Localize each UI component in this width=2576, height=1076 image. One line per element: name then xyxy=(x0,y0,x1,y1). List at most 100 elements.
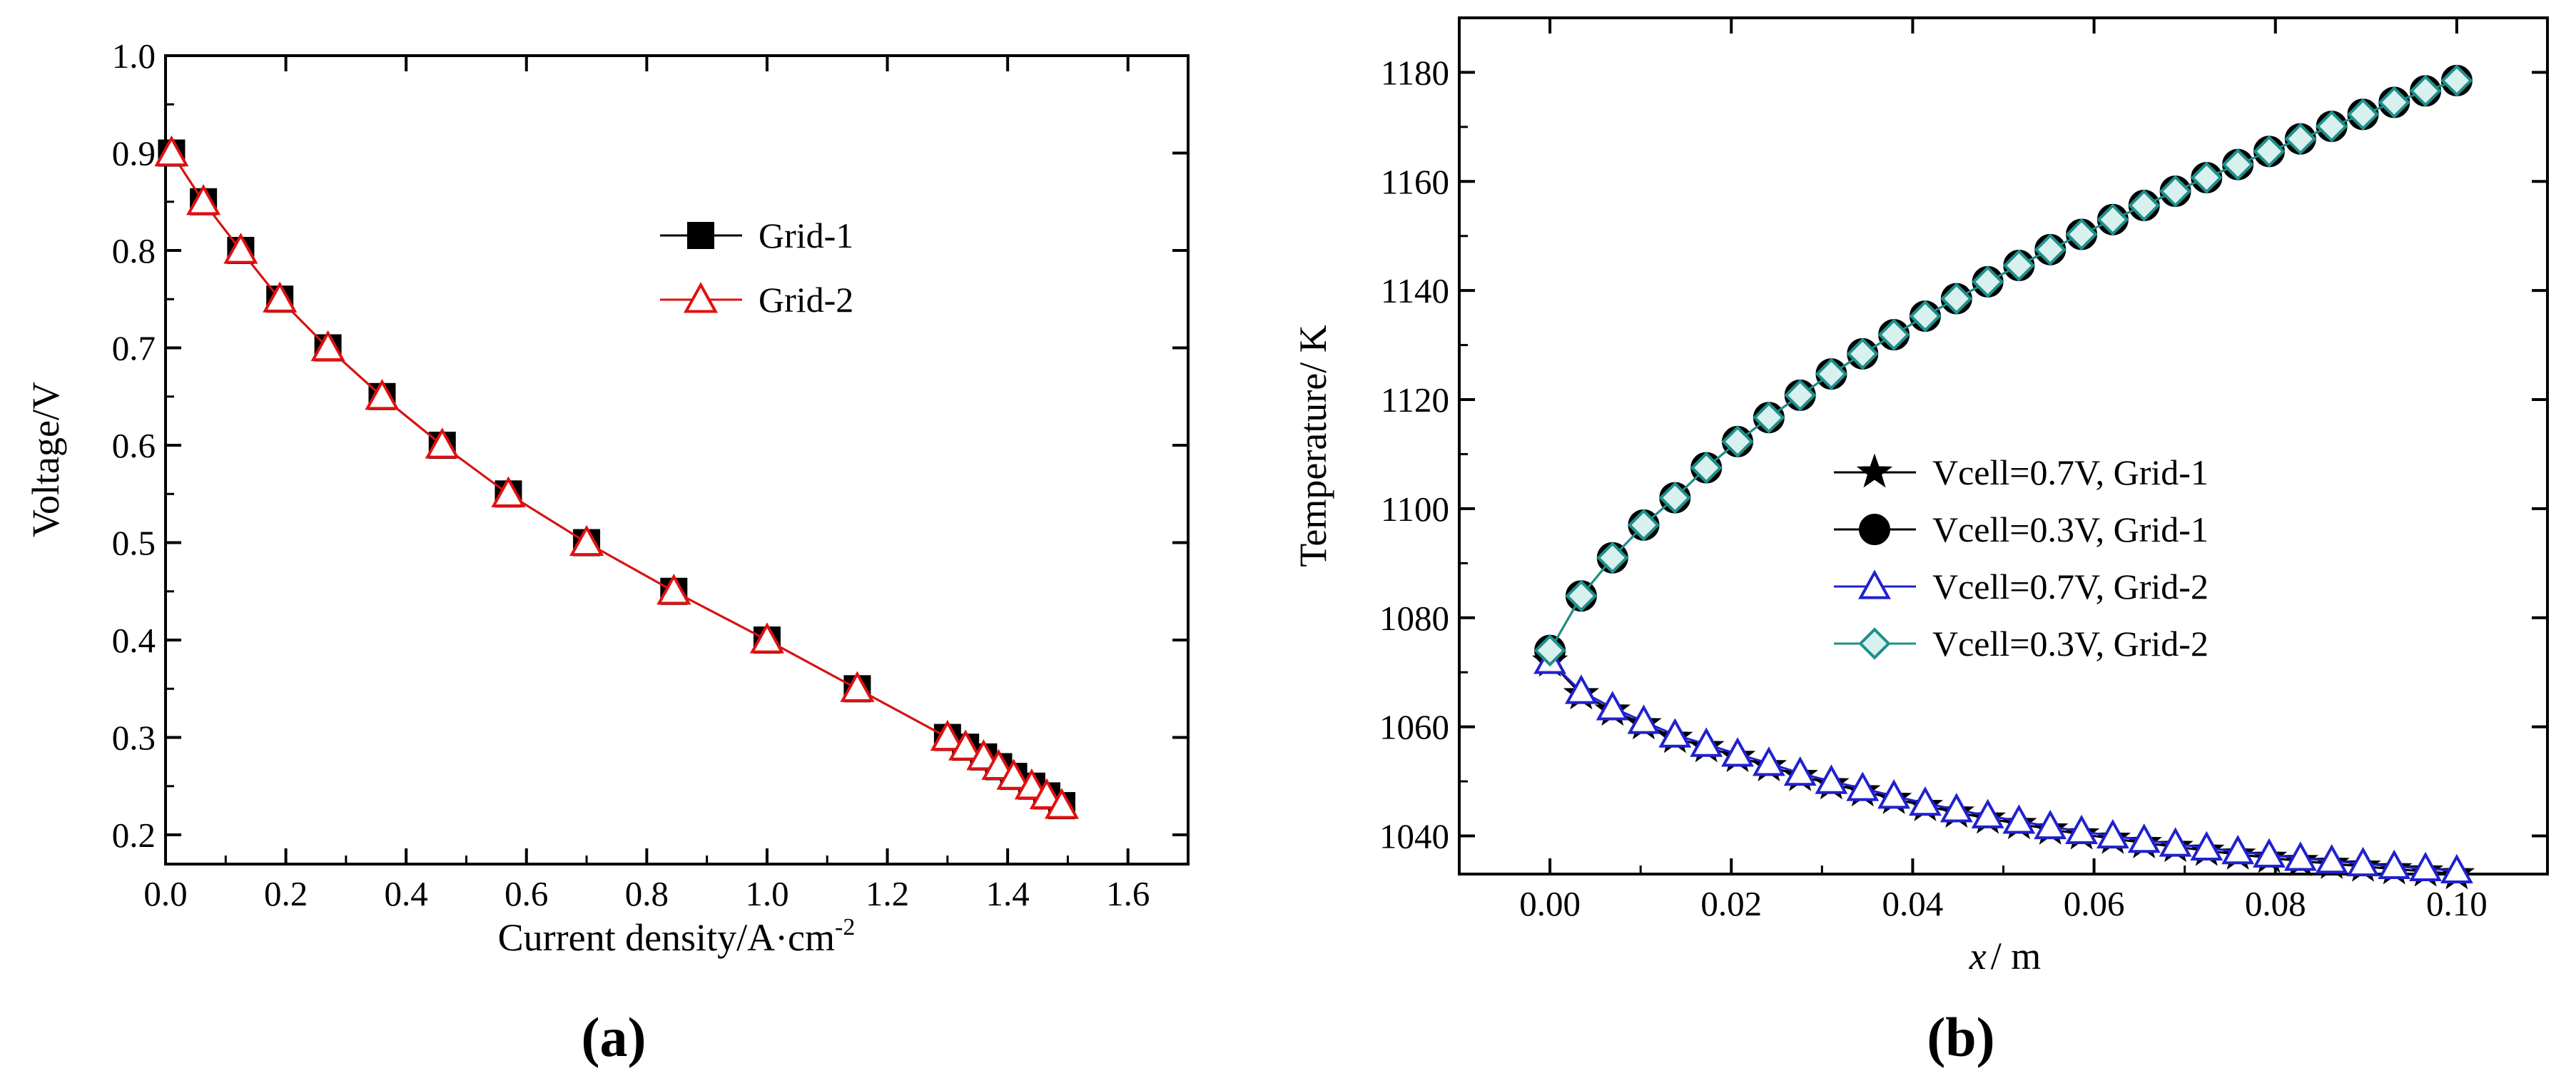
a-y-tick-label: 0.5 xyxy=(112,524,156,563)
b-data-point xyxy=(1815,357,1848,390)
chart-voltage-vs-current: 0.0 0.2 0.4 0.6 0.8 1.0 1.2 1.4 1.6 0.2 0.3 0.4 0.5… xyxy=(24,36,1190,959)
y-tick-labels-a: 0.2 0.3 0.4 0.5 0.6 0.7 0.8 0.9 1.0 xyxy=(112,36,156,855)
b-y-tick-label: 1120 xyxy=(1381,380,1449,420)
a-data-point xyxy=(930,719,965,751)
plot-frame-b xyxy=(1458,16,2549,875)
series-layer-a xyxy=(154,135,1080,820)
b-data-point xyxy=(1877,318,1910,351)
b-data-point xyxy=(1565,579,1598,612)
b-data-point xyxy=(1971,798,2004,828)
b-data-point xyxy=(2315,843,2348,874)
b-data-point xyxy=(1909,786,1942,816)
a-y-tick-label: 1.0 xyxy=(112,36,156,76)
b-y-tick-label: 1080 xyxy=(1379,599,1449,638)
x-axis-label-b: x / m xyxy=(1969,935,2041,978)
b-series-line xyxy=(1549,660,2458,872)
b-data-point xyxy=(1658,481,1691,514)
a-data-point xyxy=(223,233,258,264)
b-data-point xyxy=(1596,691,1629,721)
b-data-point xyxy=(1658,718,1692,748)
b-data-point xyxy=(1690,451,1723,484)
a-x-tick-label: 0.6 xyxy=(504,874,548,913)
b-data-point xyxy=(1627,704,1660,734)
b-data-point xyxy=(1846,771,1880,801)
b-y-tick-label: 1180 xyxy=(1381,53,1449,92)
b-data-point xyxy=(2409,851,2443,881)
a-data-point xyxy=(656,573,691,605)
a-data-point xyxy=(981,748,1016,781)
a-y-tick-label: 0.7 xyxy=(112,329,156,368)
b-data-point xyxy=(1533,634,1566,667)
b-data-point xyxy=(2002,804,2036,834)
a-x-tick-label: 1.0 xyxy=(745,874,788,913)
a-data-point xyxy=(948,729,983,761)
b-data-point xyxy=(1939,793,1973,823)
a-data-point xyxy=(1014,768,1049,800)
b-x-tick-label: 0.02 xyxy=(1700,884,1762,923)
a-y-tick-label: 0.4 xyxy=(112,621,156,660)
b-data-point xyxy=(2065,814,2098,845)
a-data-point xyxy=(263,281,298,313)
a-series-line xyxy=(171,152,1063,807)
b-data-point xyxy=(2253,135,2286,168)
b-data-point xyxy=(2440,64,2473,97)
b-data-point xyxy=(1627,509,1660,542)
b-data-point xyxy=(1940,283,1973,315)
b-data-point xyxy=(2221,834,2255,865)
a-data-point xyxy=(1044,788,1080,819)
b-y-tick-label: 1060 xyxy=(1379,708,1449,747)
series-layer-b xyxy=(1531,64,2475,890)
panel-label-b: (b) xyxy=(1927,1006,1994,1068)
a-data-point xyxy=(154,135,189,167)
b-data-point xyxy=(1909,300,1942,333)
a-x-tick-label: 0.2 xyxy=(264,874,308,913)
a-x-tick-label: 1.4 xyxy=(985,874,1029,913)
b-series-4 xyxy=(1533,64,2473,667)
b-data-point xyxy=(1564,674,1598,704)
b-data-point xyxy=(1690,727,1723,757)
b-data-point xyxy=(2283,841,2317,871)
a-y-tick-label: 0.3 xyxy=(112,719,156,758)
legend-b: Vcell=0.7V, Grid-1 Vcell=0.3V, Grid-1 Vcel… xyxy=(1834,452,2209,664)
b-data-point xyxy=(2378,86,2410,119)
a-y-tick-label: 0.9 xyxy=(112,134,156,173)
b-legend-label: Vcell=0.7V, Grid-2 xyxy=(1932,567,2209,606)
legend-a: Grid-1 Grid-2 xyxy=(660,215,853,320)
b-data-point xyxy=(2316,110,2348,143)
b-data-point xyxy=(1815,764,1848,794)
b-data-point xyxy=(2065,218,2098,251)
a-series-1 xyxy=(158,139,1075,820)
a-data-point xyxy=(310,330,345,362)
b-data-point xyxy=(2346,846,2380,877)
b-data-point xyxy=(1721,737,1754,767)
a-legend-marker xyxy=(687,222,714,249)
b-x-tick-label: 0.10 xyxy=(2426,884,2488,923)
y-axis-label-a: Voltage/V xyxy=(24,382,67,537)
b-data-point xyxy=(1753,401,1785,434)
b-data-point xyxy=(2159,827,2192,857)
a-data-point xyxy=(749,622,785,654)
b-series-line xyxy=(1548,79,2458,651)
b-data-point xyxy=(1972,265,2004,298)
a-x-tick-label: 1.6 xyxy=(1106,874,1150,913)
b-data-point xyxy=(1752,746,1785,776)
b-legend-label: Vcell=0.7V, Grid-1 xyxy=(1932,452,2209,492)
b-data-point xyxy=(2190,831,2223,861)
b-data-point xyxy=(1721,425,1754,458)
b-data-point xyxy=(2002,249,2035,282)
a-x-tick-label: 0.4 xyxy=(385,874,428,913)
b-y-tick-label: 1140 xyxy=(1381,271,1449,310)
a-series-2 xyxy=(154,135,1080,819)
b-data-point xyxy=(2096,203,2129,236)
x-tick-labels-a: 0.0 0.2 0.4 0.6 0.8 1.0 1.2 1.4 1.6 xyxy=(143,874,1150,913)
chart-temperature-vs-x: 0.00 0.02 0.04 0.06 0.08 0.10 1040 1060 1080 110… xyxy=(1292,16,2549,978)
y-tick-labels-b: 1040 1060 1080 1100 1120 1140 1160 1180 xyxy=(1379,53,1449,856)
b-data-point xyxy=(2159,175,2192,208)
b-data-point xyxy=(2034,809,2067,840)
b-series-3 xyxy=(1533,644,2473,884)
b-legend-marker xyxy=(1858,569,1891,599)
b-data-point xyxy=(2190,161,2223,194)
a-legend-marker xyxy=(683,282,719,313)
tick-marks-a xyxy=(164,54,1188,864)
